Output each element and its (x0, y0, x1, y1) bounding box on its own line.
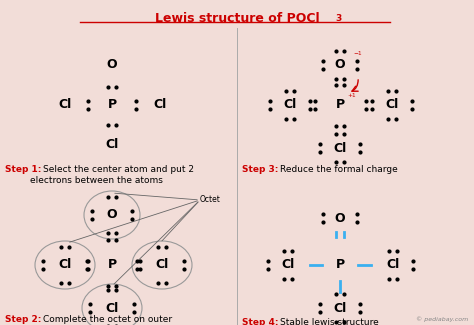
Text: Reduce the formal charge: Reduce the formal charge (280, 165, 398, 174)
Text: O: O (107, 58, 117, 72)
Text: Cl: Cl (333, 141, 346, 154)
Text: O: O (335, 58, 346, 72)
Text: Cl: Cl (154, 98, 167, 111)
Text: Cl: Cl (58, 98, 72, 111)
Text: Step 4:: Step 4: (242, 318, 279, 325)
Text: Cl: Cl (105, 302, 118, 315)
Text: Cl: Cl (282, 258, 295, 271)
Text: Step 3:: Step 3: (242, 165, 278, 174)
Text: O: O (107, 209, 117, 222)
Text: P: P (336, 98, 345, 111)
Text: Select the center atom and put 2: Select the center atom and put 2 (43, 165, 194, 174)
Text: Cl: Cl (155, 258, 169, 271)
Text: 3: 3 (335, 14, 341, 23)
Text: $^{+1}$: $^{+1}$ (347, 93, 357, 101)
Text: Step 1:: Step 1: (5, 165, 41, 174)
Text: Cl: Cl (385, 98, 399, 111)
Text: P: P (108, 258, 117, 271)
Text: Cl: Cl (105, 138, 118, 151)
Text: Step 2:: Step 2: (5, 315, 41, 324)
Text: Complete the octet on outer: Complete the octet on outer (43, 315, 172, 324)
Text: Octet: Octet (200, 196, 221, 204)
Text: Cl: Cl (333, 302, 346, 315)
Text: P: P (108, 98, 117, 111)
Text: Lewis structure of POCl: Lewis structure of POCl (155, 12, 319, 25)
Text: P: P (336, 258, 345, 271)
Text: Stable lewis structure: Stable lewis structure (280, 318, 379, 325)
Text: © pediabay.com: © pediabay.com (416, 316, 468, 322)
Text: $^{-1}$: $^{-1}$ (353, 50, 363, 59)
Text: Cl: Cl (386, 258, 400, 271)
Text: O: O (335, 212, 346, 225)
Text: Cl: Cl (58, 258, 72, 271)
Text: electrons between the atoms: electrons between the atoms (30, 176, 163, 185)
Text: Cl: Cl (283, 98, 297, 111)
